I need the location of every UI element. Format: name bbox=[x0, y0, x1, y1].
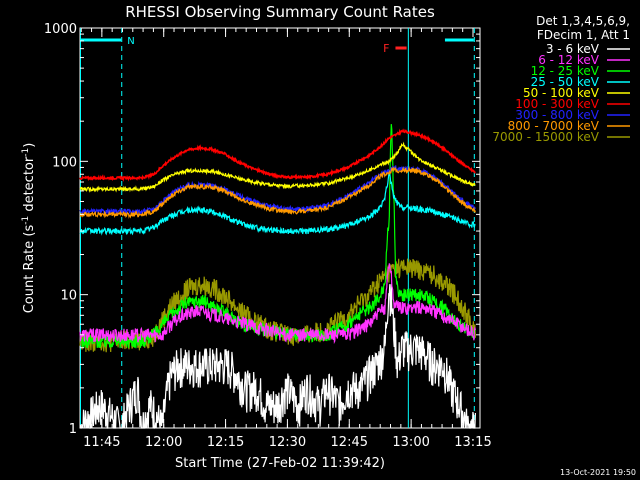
x-axis-ticks: 11:45 12:00 12:15 12:30 12:45 13:00 13:15 bbox=[80, 28, 492, 450]
y-axis-label-sup1: -1 bbox=[21, 216, 31, 225]
x-tick-label-4: 12:45 bbox=[331, 435, 368, 450]
legend-label-8: 7000 - 15000 keV bbox=[492, 130, 599, 144]
series-layer bbox=[79, 124, 476, 429]
y-tick-label-2: 100 bbox=[52, 155, 77, 170]
series-line-0 bbox=[79, 284, 476, 429]
legend-label-5: 100 - 300 keV bbox=[515, 97, 599, 111]
night-bar-label: N bbox=[127, 36, 134, 47]
y-axis-label-sup2: -1 bbox=[21, 148, 31, 157]
chart-title: RHESSI Observing Summary Count Rates bbox=[125, 3, 435, 21]
y-axis-label-main: Count Rate (s bbox=[22, 225, 37, 314]
legend-label-0: 3 - 6 keV bbox=[546, 42, 600, 56]
legend-label-3: 25 - 50 keV bbox=[531, 75, 600, 89]
x-axis-label: Start Time (27-Feb-02 11:39:42) bbox=[175, 456, 385, 471]
y-axis-label-end: ) bbox=[22, 143, 37, 148]
flare-bar-label: F bbox=[383, 42, 389, 55]
legend-label-4: 50 - 100 keV bbox=[523, 86, 600, 100]
series-line-7 bbox=[79, 165, 476, 219]
y-axis-label-mid: detector bbox=[22, 156, 37, 216]
x-tick-label-5: 13:00 bbox=[392, 435, 429, 450]
series-line-4 bbox=[79, 141, 476, 193]
x-tick-label-3: 12:30 bbox=[269, 435, 306, 450]
x-tick-label-1: 12:00 bbox=[145, 435, 182, 450]
legend-label-7: 800 - 7000 keV bbox=[508, 119, 600, 133]
legend-header-line-1: Det 1,3,4,5,6,9, bbox=[536, 14, 630, 28]
legend: Det 1,3,4,5,6,9, FDecim 1, Att 1 3 - 6 k… bbox=[492, 14, 630, 144]
legend-header-line-2: FDecim 1, Att 1 bbox=[537, 28, 630, 42]
series-line-1 bbox=[79, 263, 476, 345]
y-tick-label-0: 1 bbox=[69, 422, 77, 437]
y-tick-label-3: 1000 bbox=[44, 22, 77, 37]
x-tick-label-0: 11:45 bbox=[83, 435, 120, 450]
y-axis-label: Count Rate (s-1 detector-1) bbox=[21, 143, 37, 314]
annotation-layer: NF bbox=[80, 36, 474, 55]
legend-label-1: 6 - 12 keV bbox=[538, 53, 600, 67]
x-tick-label-2: 12:15 bbox=[207, 435, 244, 450]
y-tick-label-1: 10 bbox=[60, 289, 77, 304]
x-tick-label-6: 13:15 bbox=[454, 435, 491, 450]
legend-label-2: 12 - 25 keV bbox=[531, 64, 600, 78]
series-line-3 bbox=[79, 171, 476, 236]
series-line-5 bbox=[79, 128, 476, 182]
legend-label-6: 300 - 800 keV bbox=[515, 108, 599, 122]
footer-timestamp: 13-Oct-2021 19:50 bbox=[560, 468, 636, 477]
